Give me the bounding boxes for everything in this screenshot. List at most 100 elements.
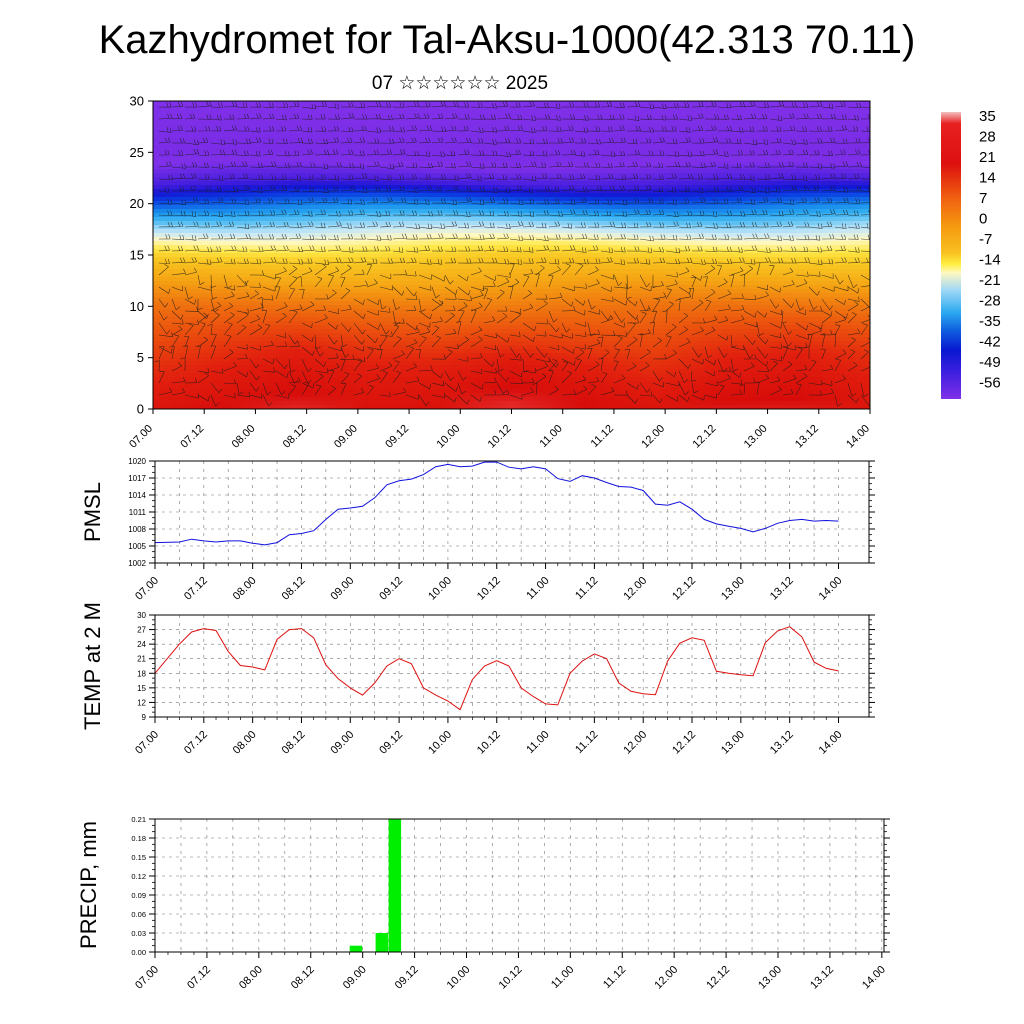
x-tick-label: 07.00	[133, 575, 161, 603]
y-tick-label: 18	[137, 669, 146, 678]
precipitation-bar	[375, 933, 389, 952]
temperature-band	[153, 197, 870, 202]
temperature-x-axis: 07.00 07.12 08.00 08.12 09.00 09.12 10.00 10.12…	[133, 717, 845, 757]
precipitation-bar	[388, 819, 402, 952]
x-tick-label: 13.00	[742, 423, 770, 451]
temperature-panel: 9 12 15 18 21 24 27 30 07.00 07.12 08.00 08.12 09.0…	[80, 602, 875, 757]
x-tick-label: 09.12	[393, 964, 421, 992]
y-tick-label: 10	[130, 299, 144, 314]
temperature-band	[153, 245, 870, 250]
temperature-band	[153, 273, 870, 278]
colorbar-label: -28	[979, 293, 1001, 310]
temperature-band	[153, 113, 870, 118]
precipitation-y-axis-title: PRECIP, mm	[76, 821, 101, 949]
pmsl-x-axis: 07.00 07.12 08.00 08.12 09.00 09.12 10.00 10.12…	[133, 563, 845, 603]
x-tick-label: 13.12	[768, 575, 796, 603]
temperature-band	[153, 277, 870, 282]
temperature-band	[153, 297, 870, 302]
x-tick-label: 09.00	[328, 575, 356, 603]
x-tick-label: 09.00	[328, 729, 356, 757]
temperature-band	[153, 225, 870, 230]
precipitation-x-axis: 07.00 07.12 08.00 08.12 09.00 09.12 10.00 10.12…	[133, 952, 888, 992]
temperature-band	[153, 365, 870, 370]
x-tick-label: 08.12	[280, 575, 308, 603]
cross-section-y-axis: 0 5 10 15 20 25 30	[130, 94, 153, 417]
colorbar-label: -49	[979, 354, 1001, 371]
temperature-band	[153, 181, 870, 186]
colorbar-label: -7	[979, 231, 992, 248]
x-tick-label: 10.00	[434, 423, 462, 451]
temperature-band	[153, 361, 870, 366]
y-tick-label: 30	[137, 611, 146, 620]
x-tick-label: 11.12	[573, 729, 600, 756]
colorbar-label: -56	[979, 375, 1001, 392]
x-tick-label: 14.00	[817, 575, 845, 603]
pmsl-y-axis: 1002 1005 1008 1011 1014 1017 1020	[128, 457, 875, 568]
temperature-band	[153, 133, 870, 138]
temperature-band	[153, 389, 870, 394]
temperature-band	[153, 265, 870, 270]
precipitation-y-axis: 0.00 0.03 0.06 0.09 0.12 0.15 0.18 0.21	[131, 815, 890, 957]
temperature-series-line	[154, 626, 839, 711]
x-tick-label: 11.12	[589, 423, 616, 450]
x-tick-label: 14.00	[817, 729, 845, 757]
y-tick-label: 21	[137, 655, 146, 664]
x-tick-label: 14.00	[844, 423, 872, 451]
temperature-band	[153, 397, 870, 402]
cross-section-x-axis: 07.00 07.12 08.00 08.12 09.00 09.12 10.00 10.12…	[127, 409, 872, 451]
temperature-band	[153, 125, 870, 130]
colorbar-label: 28	[979, 129, 996, 146]
temperature-band	[153, 377, 870, 382]
x-tick-label: 10.12	[475, 729, 503, 757]
colorbar: 35 28 21 14 7 0 -7 -14 -21 -28 -35 -42 -49 -56	[941, 108, 1001, 399]
temperature-band	[153, 325, 870, 330]
x-tick-label: 13.12	[768, 729, 796, 757]
colorbar-label: 7	[979, 190, 987, 207]
colorbar-label: 35	[979, 108, 996, 125]
temperature-band	[153, 257, 870, 262]
temperature-band	[153, 217, 870, 222]
temperature-band	[153, 385, 870, 390]
temperature-band	[153, 305, 870, 310]
x-tick-label: 10.00	[426, 729, 454, 757]
x-tick-label: 08.12	[289, 964, 317, 992]
temperature-band	[153, 337, 870, 342]
colorbar-gradient	[941, 112, 961, 399]
x-tick-label: 11.00	[537, 423, 564, 450]
temperature-band	[153, 369, 870, 374]
x-tick-label: 13.00	[719, 729, 747, 757]
x-tick-label: 12.12	[670, 575, 698, 603]
x-tick-label: 12.12	[704, 964, 732, 992]
cross-section-panel: 0 5 10 15 20 25 30 07.00 07.12 08.00 08.12 09.00 09…	[127, 94, 872, 451]
temperature-band	[153, 205, 870, 210]
x-tick-label: 07.12	[182, 575, 210, 603]
temperature-band	[153, 193, 870, 198]
x-tick-label: 07.12	[185, 964, 213, 992]
temperature-band	[153, 349, 870, 354]
temperature-band	[153, 341, 870, 346]
temperature-band	[153, 285, 870, 290]
x-tick-label: 08.00	[231, 575, 259, 603]
temperature-band	[153, 313, 870, 318]
y-tick-label: 0	[137, 402, 144, 417]
temperature-band	[153, 157, 870, 162]
temperature-band	[153, 209, 870, 214]
precipitation-frame	[154, 818, 885, 953]
y-tick-label: 15	[130, 248, 144, 263]
temperature-band	[153, 161, 870, 166]
temperature-band	[153, 289, 870, 294]
x-tick-label: 10.00	[445, 964, 473, 992]
x-tick-label: 07.12	[182, 729, 210, 757]
temperature-y-axis: 9 12 15 18 21 24 27 30	[137, 611, 875, 722]
x-tick-label: 10.12	[497, 964, 525, 992]
colorbar-labels: 35 28 21 14 7 0 -7 -14 -21 -28 -35 -42 -49 -56	[979, 108, 1001, 392]
x-tick-label: 13.00	[719, 575, 747, 603]
x-tick-label: 08.12	[281, 423, 309, 451]
y-tick-label: 1017	[128, 474, 146, 483]
x-tick-label: 08.00	[230, 423, 258, 451]
wind-barbs	[154, 101, 870, 407]
x-tick-label: 12.12	[670, 729, 698, 757]
x-tick-label: 12.00	[621, 575, 649, 603]
chart-title: Kazhydromet for Tal-Aksu-1000(42.313 70.…	[98, 18, 916, 62]
